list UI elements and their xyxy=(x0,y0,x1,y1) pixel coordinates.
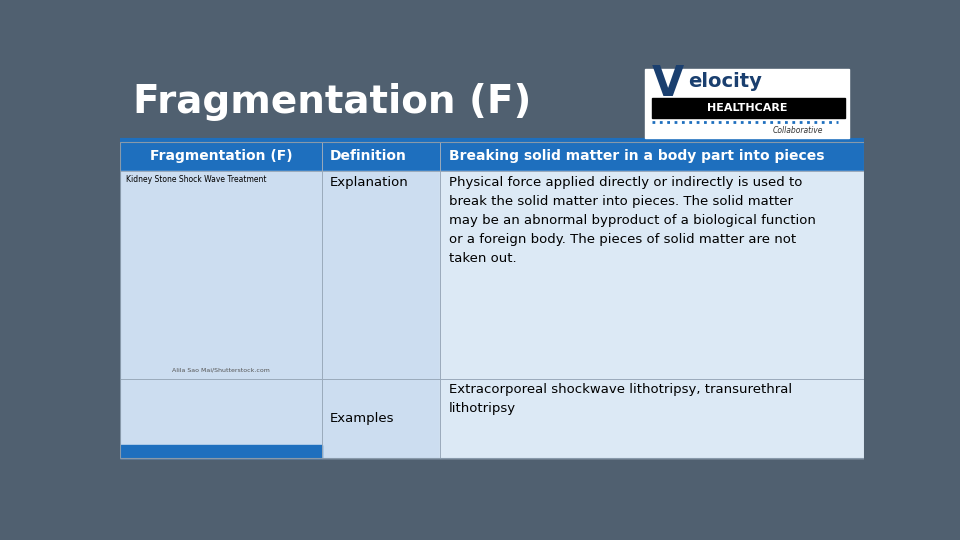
Text: Fragmentation (F): Fragmentation (F) xyxy=(133,83,532,121)
Text: Alila Sao Mai/Shutterstock.com: Alila Sao Mai/Shutterstock.com xyxy=(172,368,270,373)
Text: Definition: Definition xyxy=(330,149,407,163)
Bar xyxy=(652,98,846,118)
Bar xyxy=(323,141,440,171)
Text: Explanation: Explanation xyxy=(330,176,409,189)
Bar xyxy=(440,379,864,458)
Bar xyxy=(644,69,849,138)
Text: Collaborative: Collaborative xyxy=(773,126,824,135)
Bar xyxy=(120,379,323,458)
Bar xyxy=(120,141,323,171)
Bar xyxy=(120,141,864,458)
Bar xyxy=(120,446,323,458)
Text: elocity: elocity xyxy=(687,72,761,91)
Text: Breaking solid matter in a body part into pieces: Breaking solid matter in a body part int… xyxy=(449,149,825,163)
Text: Physical force applied directly or indirectly is used to
break the solid matter : Physical force applied directly or indir… xyxy=(449,176,816,265)
Bar xyxy=(440,171,864,379)
Text: V: V xyxy=(652,63,684,105)
Bar xyxy=(323,171,440,379)
Bar xyxy=(440,141,864,171)
Text: Kidney Stone Shock Wave Treatment: Kidney Stone Shock Wave Treatment xyxy=(126,175,267,184)
Text: HEALTHCARE: HEALTHCARE xyxy=(707,103,787,113)
Text: Examples: Examples xyxy=(330,411,395,425)
Bar xyxy=(120,171,323,379)
Text: Extracorporeal shockwave lithotripsy, transurethral
lithotripsy: Extracorporeal shockwave lithotripsy, tr… xyxy=(449,383,792,415)
Bar xyxy=(323,379,440,458)
Text: Fragmentation (F): Fragmentation (F) xyxy=(150,149,293,163)
